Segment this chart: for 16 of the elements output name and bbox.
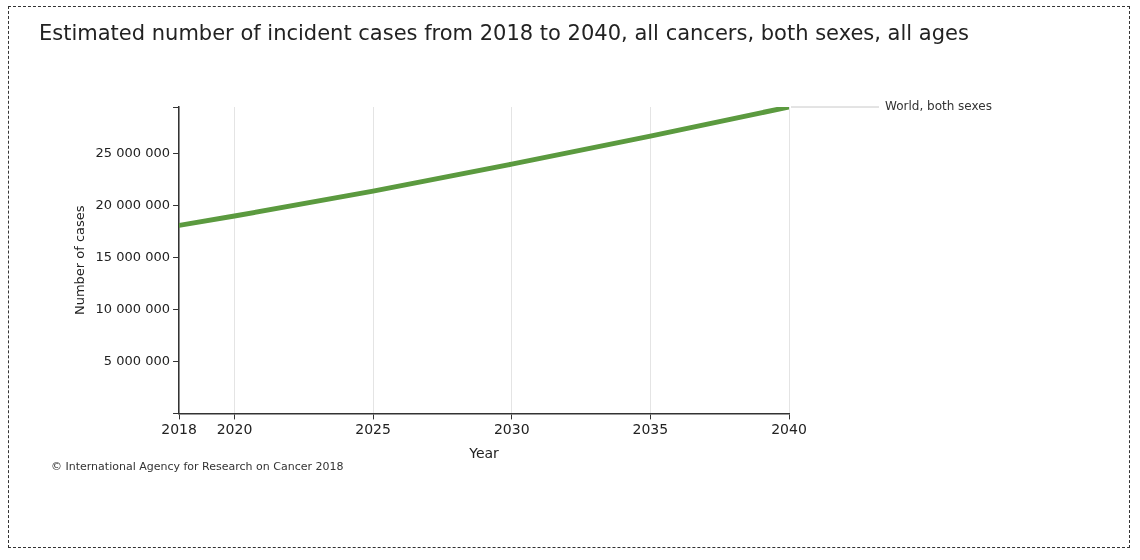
y-tick-label: 15 000 000 xyxy=(95,248,171,264)
y-tick-label: 25 000 000 xyxy=(95,145,171,161)
y-tick-label: 5 000 000 xyxy=(103,352,171,368)
y-tick-label: 20 000 000 xyxy=(95,197,171,213)
text: World, both sexes xyxy=(885,99,992,114)
x-axis-title: Year xyxy=(468,445,500,462)
y-tick-label: 10 000 000 xyxy=(95,300,171,316)
text: © International Agency for Research on Cancer 2018 xyxy=(51,460,344,473)
x-tick-label: 2035 xyxy=(632,421,669,438)
x-tick-label: 2018 xyxy=(161,421,197,438)
x-tick-label: 2030 xyxy=(493,421,530,438)
x-tick-label: 2020 xyxy=(216,421,253,438)
x-tick-label: 2025 xyxy=(355,421,391,438)
chart-title: Estimated number of incident cases from 2018 to 2040, all cancers, both sexes, all ages xyxy=(39,21,969,45)
y-axis-title: Number of cases xyxy=(72,205,88,316)
x-tick-label: 2040 xyxy=(771,421,807,438)
